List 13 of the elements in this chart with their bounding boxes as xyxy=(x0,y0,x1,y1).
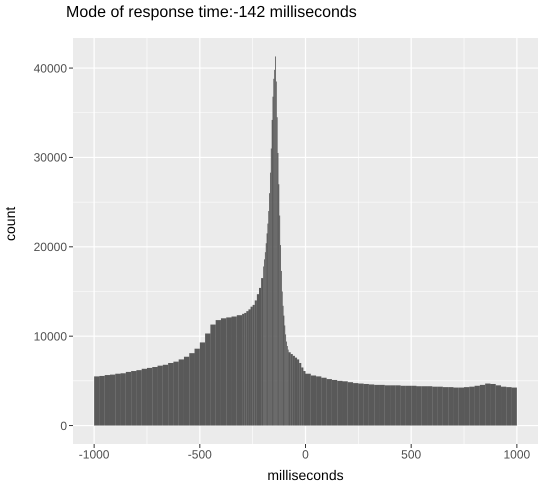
x-tick-label: 1000 xyxy=(504,448,531,462)
y-tick-label: 0 xyxy=(60,418,68,433)
x-tick-label: 0 xyxy=(302,448,310,462)
y-axis-title: count xyxy=(2,206,18,241)
y-tick-label: 10000 xyxy=(34,329,68,344)
y-tick-label: 40000 xyxy=(34,61,68,76)
chart-title: Mode of response time:-142 milliseconds xyxy=(66,4,357,22)
x-axis-title: milliseconds xyxy=(267,467,344,483)
x-tick-label: -1000 xyxy=(78,448,110,462)
x-tick-label: -500 xyxy=(188,448,212,462)
x-tick-label: 500 xyxy=(401,448,422,462)
y-tick-label: 20000 xyxy=(34,240,68,254)
y-tick-label: 30000 xyxy=(34,150,68,165)
